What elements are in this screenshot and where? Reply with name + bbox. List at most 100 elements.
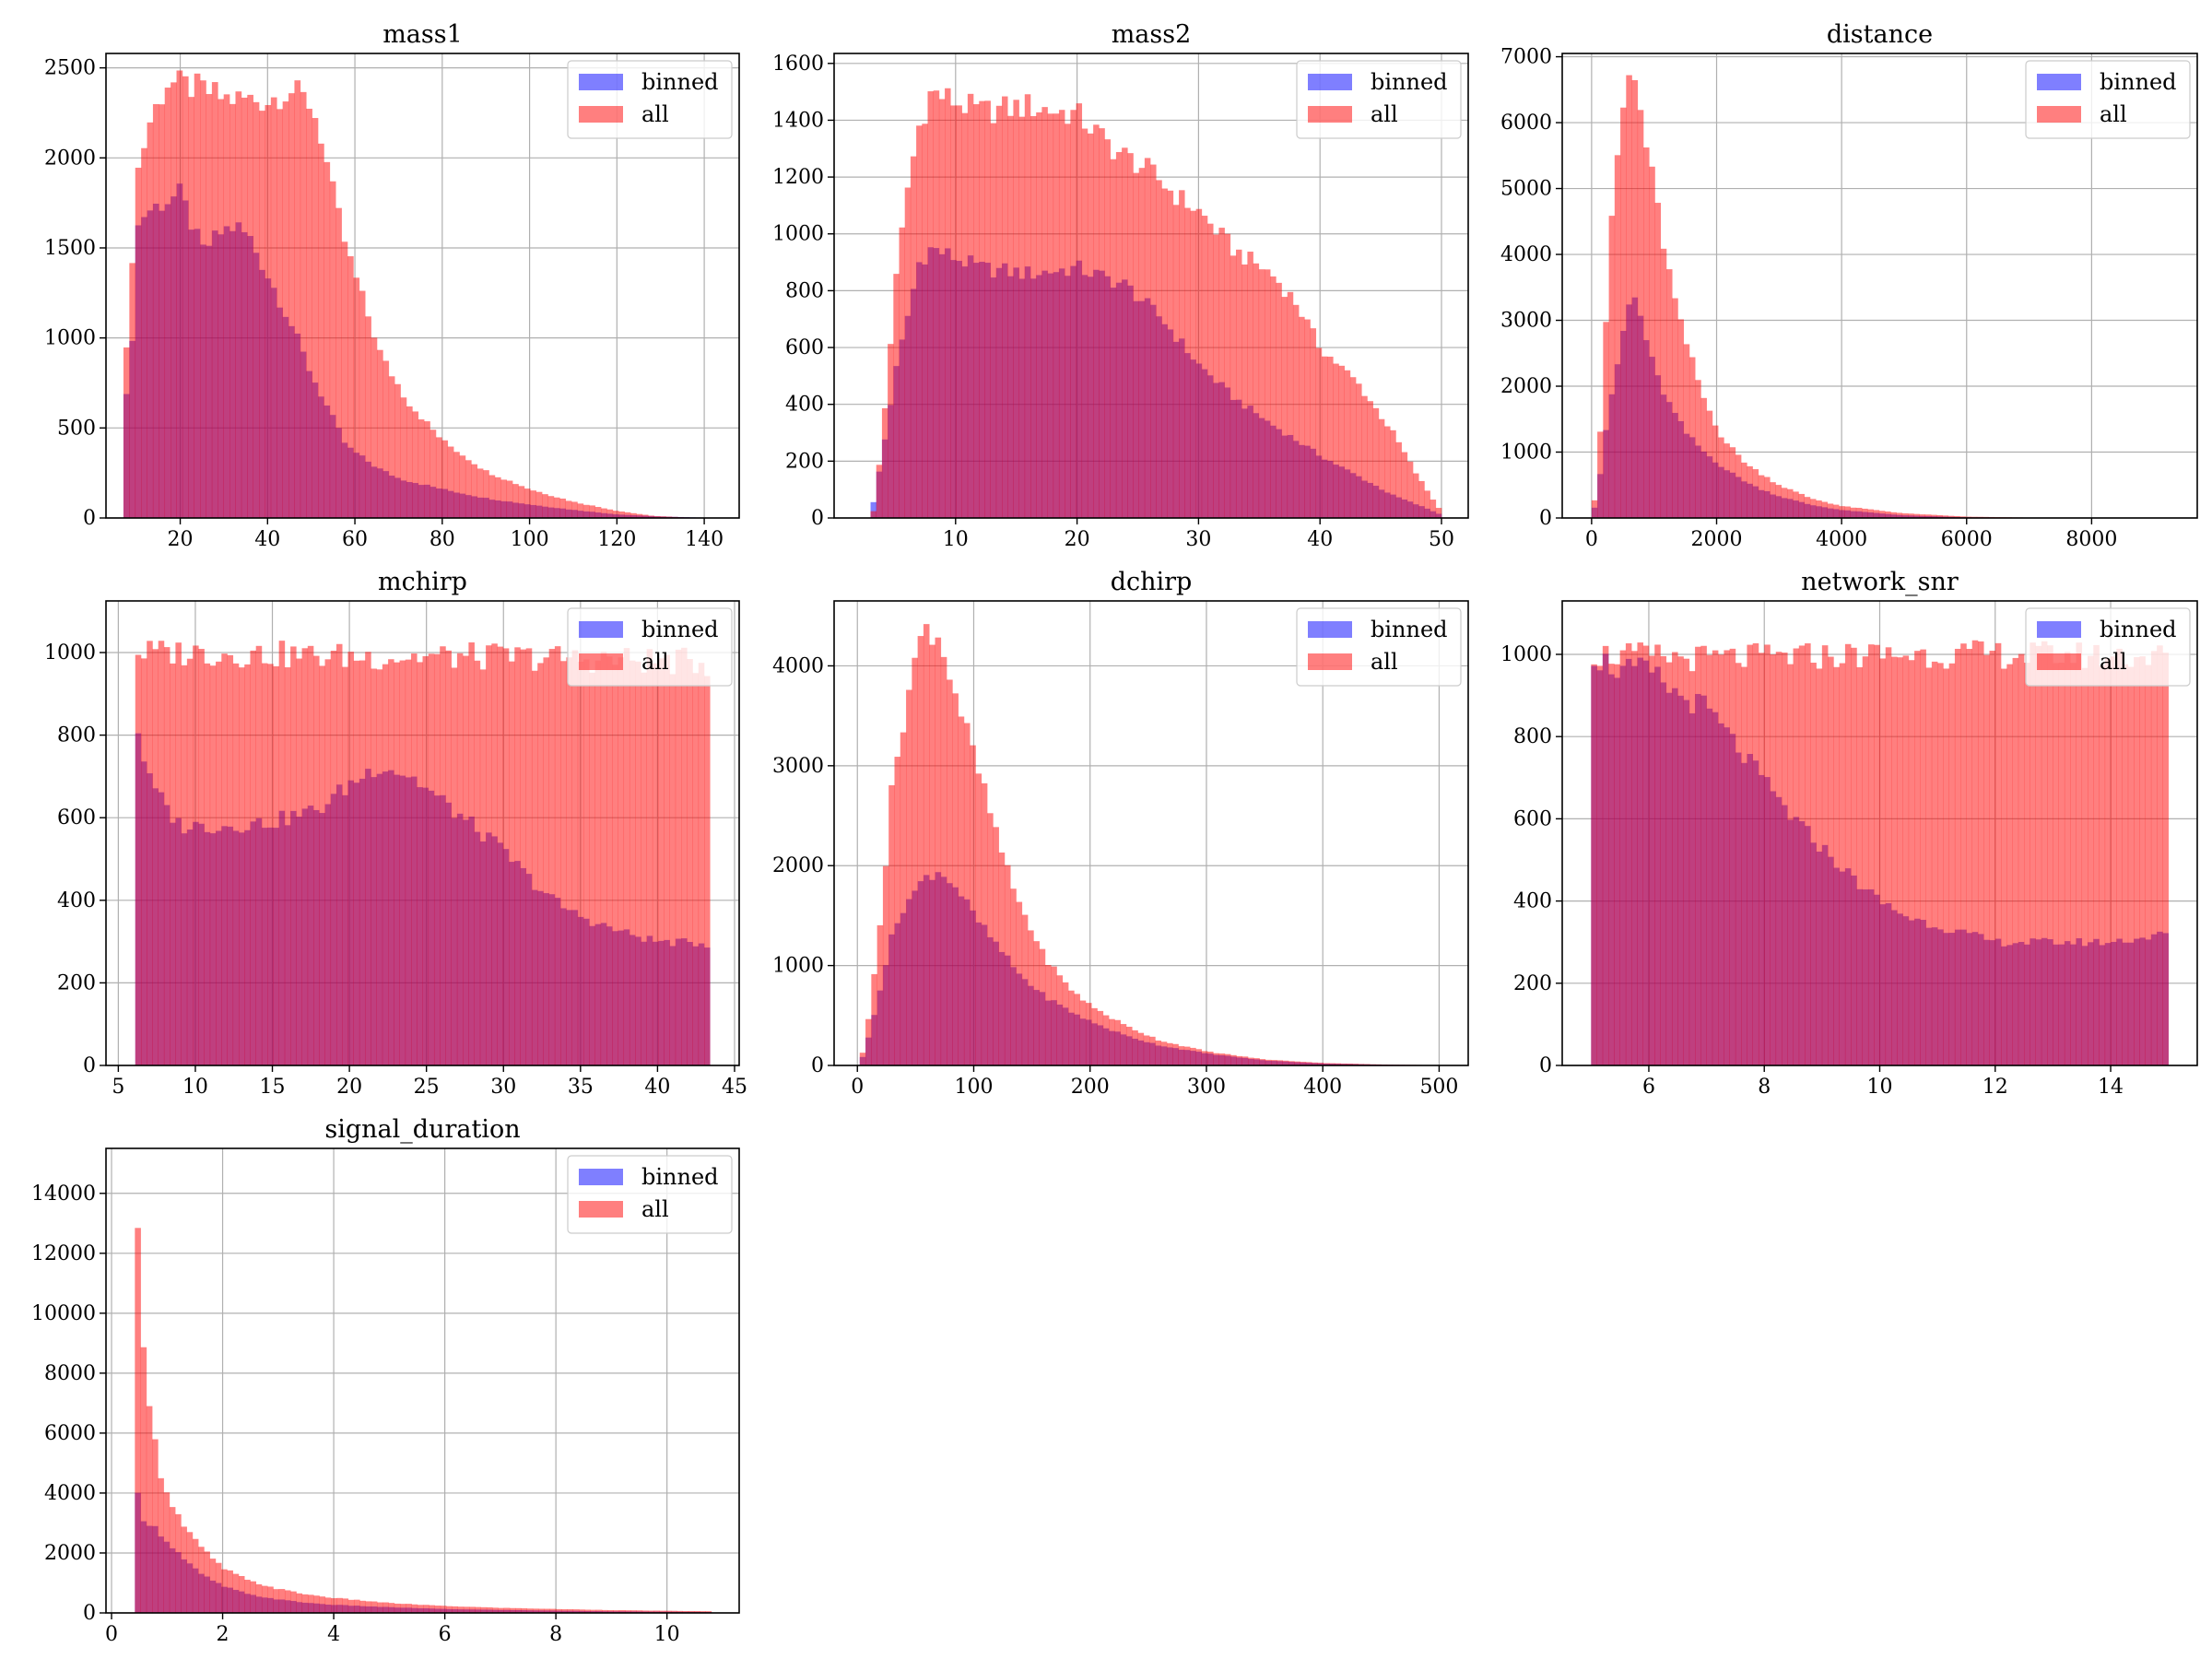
hist-bar [394, 1603, 401, 1613]
hist-bar [1770, 482, 1776, 518]
hist-bar [1637, 110, 1644, 518]
y-tick-label: 12000 [31, 1242, 96, 1265]
hist-bar [2076, 642, 2083, 1065]
hist-bar [218, 99, 224, 518]
hist-bar [175, 1513, 182, 1613]
hist-bar [1724, 650, 1730, 1065]
hist-bar [188, 97, 195, 519]
y-tick-label: 0 [83, 1602, 96, 1625]
hist-bar [216, 661, 222, 1065]
hist-bar [1959, 516, 1966, 518]
hist-bar [1695, 646, 1701, 1065]
hist-bar [1953, 515, 1960, 518]
hist-bar [952, 693, 959, 1065]
hist-bar [336, 1597, 343, 1613]
hist-bar [945, 88, 951, 519]
hist-bar [278, 1589, 286, 1613]
hist-bar [394, 383, 401, 518]
hist-bar [509, 1607, 516, 1613]
hist-bar [193, 645, 199, 1065]
hist-bar [1948, 663, 1956, 1065]
hist-bar [1781, 488, 1788, 518]
hist-bar [2053, 663, 2059, 1065]
hist-bar [471, 464, 478, 518]
hist-bar [1418, 480, 1425, 518]
x-tick-label: 8 [549, 1623, 562, 1646]
hist-bar [641, 672, 647, 1065]
hist-bar [509, 661, 515, 1065]
hist-bar [265, 104, 272, 518]
hist-bar [612, 511, 619, 518]
hist-bar [354, 1599, 360, 1613]
hist-bar [163, 1492, 171, 1613]
y-tick-label: 4000 [772, 654, 824, 677]
hist-bar [1344, 370, 1351, 518]
hist-bar [129, 263, 136, 518]
hist-bar [1021, 914, 1029, 1065]
hist-bar [1328, 1063, 1335, 1065]
hist-bar [1920, 649, 1926, 1065]
hist-bar [1782, 653, 1788, 1065]
hist-bar [152, 649, 159, 1065]
y-tick-label: 6000 [44, 1422, 96, 1445]
hist-bar [1828, 656, 1834, 1065]
hist-bar [963, 723, 971, 1065]
hist-bar [1253, 1058, 1260, 1065]
hist-bar [559, 498, 566, 518]
hist-bar [468, 642, 475, 1065]
hist-bar [2012, 657, 2019, 1065]
hist-bar [1288, 1061, 1295, 1065]
hist-bar [1712, 425, 1719, 518]
hist-bar [1619, 650, 1627, 1065]
hist-bar [538, 1608, 545, 1613]
hist-bar [146, 1406, 153, 1613]
hist-bar [1752, 642, 1759, 1065]
hist-bar [1299, 316, 1305, 518]
hist-bar [319, 1596, 326, 1613]
hist-bar [2134, 656, 2140, 1065]
x-tick-label: 10 [654, 1623, 680, 1646]
hist-bar [910, 156, 917, 518]
hist-bar [1160, 1041, 1168, 1065]
hist-bar [1062, 982, 1069, 1065]
series-all [135, 1228, 712, 1613]
hist-bar [888, 785, 895, 1065]
hist-bar [1068, 990, 1075, 1065]
hist-bar [2030, 642, 2036, 1065]
hist-bar [1642, 645, 1650, 1065]
hist-bar [547, 496, 555, 518]
hist-bar [630, 1610, 637, 1613]
hist-bar [382, 664, 389, 1065]
hist-bar [956, 105, 962, 518]
hist-bar [171, 82, 177, 518]
y-tick-label: 0 [811, 507, 824, 530]
hist-bar [979, 100, 985, 518]
chart-mass1: 20 40 60 80 100 120 140 0 500 1000 1500 2000 2500 mas… [44, 20, 740, 551]
hist-bar [1323, 1063, 1330, 1065]
series-all [1591, 640, 2169, 1065]
hist-bar [1030, 115, 1037, 518]
x-tick-label: 6 [1642, 1076, 1655, 1099]
hist-bar [376, 349, 383, 518]
hist-bar [1665, 269, 1673, 518]
hist-bar [198, 1547, 205, 1613]
hist-bar [335, 207, 342, 519]
hist-bar [206, 94, 213, 518]
chart-mchirp: 5 10 15 20 25 30 35 40 45 0 200 400 600 800 1000 mchirp… [44, 568, 747, 1099]
hist-bar [1206, 1052, 1214, 1065]
hist-bar [1908, 660, 1915, 1065]
hist-bar [865, 1018, 872, 1065]
hist-bar [1602, 645, 1609, 1065]
hist-bar [1654, 644, 1661, 1065]
hist-bar [2058, 663, 2065, 1065]
hist-bar [1156, 180, 1162, 518]
hist-bar [973, 104, 980, 519]
hist-bar [221, 1569, 228, 1613]
hist-bar [388, 659, 394, 1065]
hist-bar [223, 94, 230, 518]
hist-bar [1036, 112, 1042, 519]
hist-bar [307, 645, 314, 1065]
legend-label: all [641, 649, 669, 675]
hist-bar [502, 648, 510, 1065]
y-tick-label: 6000 [1500, 112, 1552, 135]
